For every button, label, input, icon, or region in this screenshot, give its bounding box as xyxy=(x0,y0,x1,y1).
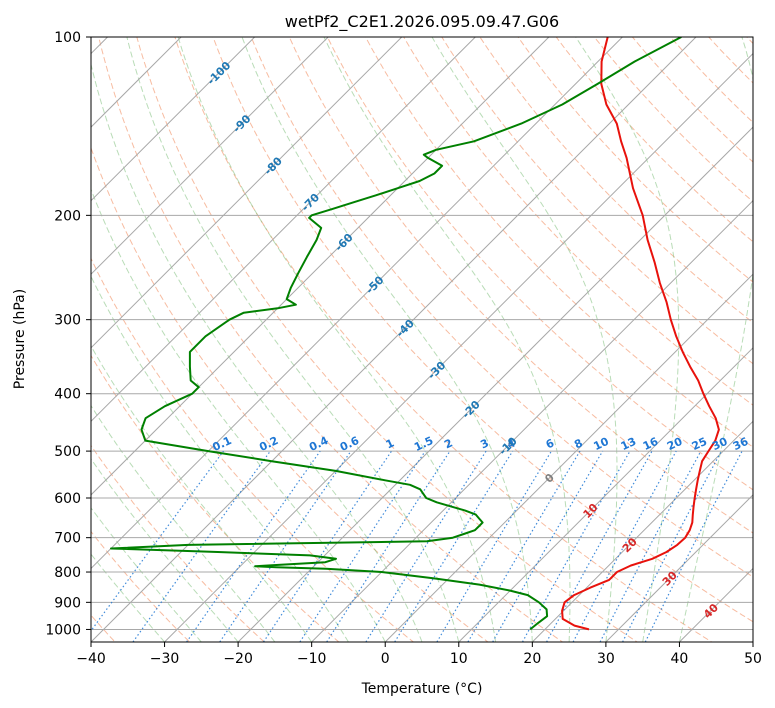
dry-adiabat-line xyxy=(91,146,489,642)
y-tick-label: 300 xyxy=(54,313,81,329)
dry-adiabat-line xyxy=(91,257,415,642)
dry-adiabat-line xyxy=(212,37,753,623)
isotherm-line xyxy=(91,37,623,570)
mixing-ratio-line xyxy=(186,450,321,642)
mixing-ratio-label: 20 xyxy=(665,435,685,453)
x-tick-label: −20 xyxy=(223,651,253,667)
x-tick-label: 20 xyxy=(523,651,541,667)
moist-adiabat-line xyxy=(323,37,571,642)
mixing-ratio-label: 16 xyxy=(641,435,661,453)
x-tick-label: −10 xyxy=(297,651,327,667)
mixing-ratio-line xyxy=(262,450,392,642)
mixing-ratio-line xyxy=(572,450,677,642)
isotherm-line xyxy=(237,126,753,642)
x-tick-label: 0 xyxy=(381,651,390,667)
y-tick-label: 400 xyxy=(54,387,81,403)
y-tick-label: 100 xyxy=(54,30,81,46)
moist-adiabat-line xyxy=(91,507,202,642)
moist-adiabat-line xyxy=(431,37,618,642)
dry-adiabat-line xyxy=(517,37,753,283)
x-tick-label: 40 xyxy=(671,651,689,667)
moist-adiabat-line xyxy=(575,37,680,642)
isotherm-line xyxy=(164,52,753,642)
dry-adiabat-line xyxy=(174,37,713,642)
y-axis-label: Pressure (hPa) xyxy=(12,289,28,389)
moist-adiabat-line xyxy=(678,37,753,642)
dry-adiabat-line xyxy=(250,37,753,578)
mixing-ratio-line xyxy=(326,450,451,642)
isotherm-line xyxy=(91,37,697,642)
plot-frame xyxy=(90,36,754,643)
chart-title: wetPf2_C2E1.2026.095.09.47.G06 xyxy=(285,12,559,32)
x-tick-label: −30 xyxy=(150,651,180,667)
y-tick-label: 600 xyxy=(54,491,81,507)
x-tick-label: 10 xyxy=(450,651,468,667)
mixing-ratio-line xyxy=(521,450,631,642)
moist-adiabat-line xyxy=(91,275,349,642)
mixing-ratio-label: 30 xyxy=(710,435,730,453)
mixing-ratio-label: 13 xyxy=(619,435,638,453)
axes: −40 −30 −20 −10 0 10 20 30 40 50 100 200 300 400 500 60… xyxy=(45,30,762,667)
dry-adiabat-line xyxy=(98,37,564,642)
y-tick-label: 800 xyxy=(54,565,81,581)
temperature-profile-line xyxy=(561,37,720,631)
x-tick-label: 50 xyxy=(744,651,762,667)
dry-adiabat-line xyxy=(403,37,753,406)
moist-adiabat-line xyxy=(177,37,497,642)
isotherm-line xyxy=(384,273,753,642)
isotherm-line xyxy=(605,494,753,642)
moist-adiabat-line xyxy=(91,62,423,642)
y-tick-label: 500 xyxy=(54,444,81,460)
y-tick-label: 900 xyxy=(54,595,81,611)
isotherm-line xyxy=(91,37,329,275)
mixing-ratio-line xyxy=(394,450,514,642)
mixing-ratio-line xyxy=(299,450,426,642)
isotherm-line xyxy=(91,37,403,349)
dry-adiabat-line xyxy=(91,354,340,642)
moist-adiabat-line xyxy=(91,553,165,642)
mixing-ratio-label: 10 xyxy=(592,435,612,453)
y-tick-label: 1000 xyxy=(45,622,81,638)
isotherm-line xyxy=(531,420,753,642)
moist-adiabat-line xyxy=(91,457,239,642)
x-tick-label: 30 xyxy=(597,651,615,667)
moist-adiabat-line xyxy=(91,345,313,642)
mixing-ratio-line xyxy=(546,450,653,642)
isotherm-line xyxy=(91,37,256,202)
moist-adiabat-line xyxy=(126,37,460,642)
isotherm-line xyxy=(458,347,753,642)
moist-adiabat-line xyxy=(91,404,276,642)
mixing-ratio-line xyxy=(132,450,271,642)
dry-adiabat-line xyxy=(91,444,265,642)
dry-adiabat-line xyxy=(441,37,753,365)
mixing-ratio-label: 25 xyxy=(690,435,709,453)
y-tick-label: 700 xyxy=(54,531,81,547)
isotherm-line xyxy=(91,37,476,423)
mixing-ratio-line xyxy=(644,450,743,642)
dry-adiabat-line xyxy=(326,37,753,491)
x-tick-label: −40 xyxy=(76,651,106,667)
y-tick-label: 200 xyxy=(54,208,81,224)
mixing-ratio-line xyxy=(91,450,224,632)
mixing-ratio-line xyxy=(219,450,352,642)
mixing-ratio-label: 36 xyxy=(731,435,751,453)
dry-adiabat-line xyxy=(136,37,639,642)
x-axis-label: Temperature (°C) xyxy=(361,681,483,697)
plot-area xyxy=(91,37,753,642)
moist-adiabat-line xyxy=(91,188,386,642)
isotherm-line xyxy=(91,37,550,496)
moist-adiabat-line xyxy=(241,37,533,642)
dewpoint-profile-line xyxy=(110,37,682,631)
